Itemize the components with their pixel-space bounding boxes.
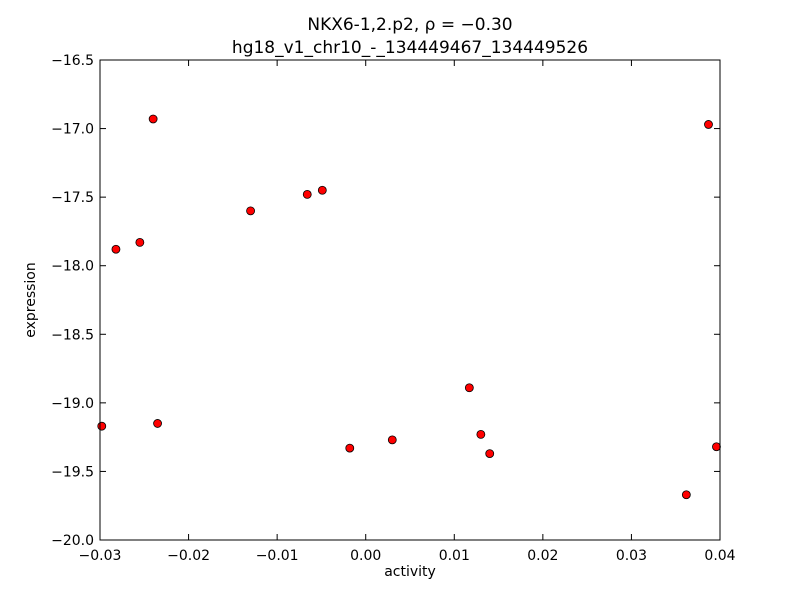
x-tick-label: 0.03: [616, 548, 647, 564]
data-point: [704, 120, 713, 129]
data-point: [681, 490, 691, 500]
data-point: [246, 206, 255, 216]
chart-title-line-1: NKX6-1,2.p2, ρ = −0.30: [307, 15, 512, 35]
x-tick-label: −0.01: [256, 548, 299, 564]
data-point: [97, 421, 107, 431]
x-axis-label: activity: [384, 564, 436, 580]
data-point: [153, 419, 162, 428]
x-tick-label: −0.03: [79, 548, 122, 564]
x-tick-label: 0.00: [350, 548, 381, 564]
data-point: [712, 442, 721, 452]
chart-title: NKX6-1,2.p2, ρ = −0.30 hg18_v1_chr10_-_1…: [232, 15, 588, 58]
data-points: [97, 114, 721, 500]
y-axis-label: expression: [23, 262, 39, 338]
y-tick-label: −19.0: [51, 396, 94, 412]
x-tick-label: −0.02: [167, 548, 210, 564]
y-tick-label: −19.5: [51, 464, 94, 480]
data-point: [464, 383, 474, 393]
y-tick-label: −17.5: [51, 190, 94, 206]
plot-frame: [99, 59, 721, 541]
y-tick-label: −16.5: [51, 53, 94, 69]
y-tick-label: −18.5: [51, 327, 94, 343]
x-axis-ticks: −0.03 −0.02 −0.01 0.00 0.01 0.02 0.03 0.04: [79, 60, 736, 564]
y-tick-label: −18.0: [51, 259, 94, 275]
data-point: [148, 114, 158, 124]
y-tick-label: −20.0: [51, 533, 94, 549]
x-tick-label: 0.01: [439, 548, 470, 564]
data-point: [302, 189, 312, 199]
plot-background: [100, 60, 720, 540]
chart-title-line-2: hg18_v1_chr10_-_134449467_134449526: [232, 38, 588, 58]
data-point: [111, 244, 121, 254]
x-tick-label: 0.02: [527, 548, 558, 564]
data-point: [387, 435, 397, 445]
data-point: [485, 449, 495, 459]
plot-area: [100, 60, 720, 540]
x-tick-label: 0.04: [704, 548, 735, 564]
data-point: [317, 185, 327, 195]
data-point: [345, 443, 355, 453]
y-tick-label: −17.0: [51, 122, 94, 138]
data-point: [476, 429, 486, 439]
data-point: [135, 237, 145, 247]
y-axis-ticks: −20.0 −19.5 −19.0 −18.5 −18.0 −17.5 −17.0 −16.5: [51, 53, 720, 549]
